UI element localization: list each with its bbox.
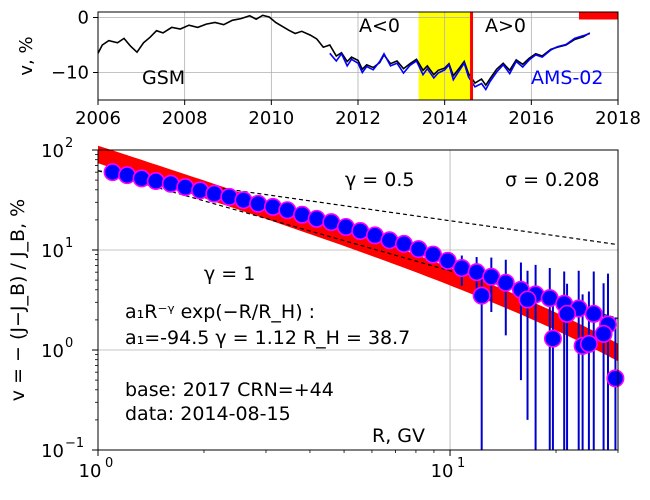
data-point bbox=[496, 273, 515, 292]
data-point bbox=[307, 209, 326, 228]
bottom-y-tick-label: 10 bbox=[41, 241, 64, 262]
data-point bbox=[118, 166, 137, 185]
top-x-tick-label: 2010 bbox=[248, 108, 294, 129]
data-point bbox=[234, 191, 253, 210]
bottom-x-tick-label: 10 bbox=[79, 461, 102, 482]
data-point bbox=[518, 290, 537, 309]
data-point bbox=[594, 324, 613, 343]
base-info: base: 2017 CRN=+44 bbox=[125, 379, 334, 401]
top-axis-ticks: 2006 2008 2010 2012 2014 2016 2018 0 −10 bbox=[51, 8, 641, 130]
data-point bbox=[438, 251, 457, 270]
bottom-panel: 10 0 10 110 −110 010 110 2 γ = 0.5 σ = 0.208 γ … bbox=[7, 136, 625, 482]
ams02-label: AMS-02 bbox=[531, 67, 603, 89]
top-x-tick-label: 2018 bbox=[595, 108, 641, 129]
gsm-series-line bbox=[97, 14, 591, 87]
data-point bbox=[176, 178, 195, 197]
data-point bbox=[351, 221, 370, 240]
bottom-axis-ticks: 10 0 10 110 −110 010 110 2 bbox=[41, 136, 619, 482]
gamma-0.5-label: γ = 0.5 bbox=[345, 169, 414, 191]
data-point bbox=[579, 334, 598, 353]
bottom-y-tick-label: 10 bbox=[41, 341, 64, 362]
bottom-axes-frame bbox=[97, 149, 619, 451]
top-y-tick-label: 0 bbox=[78, 8, 89, 29]
data-point bbox=[606, 369, 625, 388]
bottom-y-tick-label: 10 bbox=[41, 141, 64, 162]
data-point bbox=[558, 304, 577, 323]
data-point bbox=[584, 304, 603, 323]
top-y-tick-label: −10 bbox=[51, 63, 89, 84]
data-point bbox=[161, 174, 180, 193]
data-point bbox=[467, 263, 486, 282]
data-point bbox=[472, 286, 491, 305]
bottom-y-tick-label: 10 bbox=[41, 441, 64, 462]
data-point bbox=[205, 184, 224, 203]
gsm-label: GSM bbox=[142, 67, 185, 89]
bottom-y-tick-exponent: 1 bbox=[65, 236, 73, 251]
data-point bbox=[278, 201, 297, 220]
top-x-tick-label: 2012 bbox=[335, 108, 381, 129]
data-point bbox=[103, 163, 122, 182]
data-point bbox=[249, 194, 268, 213]
data-markers bbox=[103, 163, 625, 388]
top-x-tick-label: 2016 bbox=[508, 108, 554, 129]
data-point bbox=[543, 329, 562, 348]
bottom-y-tick-exponent: 2 bbox=[65, 136, 73, 151]
a-positive-label: A>0 bbox=[485, 15, 526, 37]
bottom-x-tick-exponent: 1 bbox=[457, 456, 465, 471]
data-point bbox=[452, 259, 471, 278]
top-x-tick-label: 2006 bbox=[75, 108, 121, 129]
top-x-tick-label: 2008 bbox=[162, 108, 208, 129]
ams02-series-line bbox=[329, 32, 591, 92]
fit-parameters: a₁=-94.5 γ = 1.12 R_H = 38.7 bbox=[125, 327, 410, 349]
sigma-label: σ = 0.208 bbox=[505, 169, 599, 191]
bottom-y-tick-exponent: −1 bbox=[65, 436, 84, 451]
a-negative-label: A<0 bbox=[359, 15, 400, 37]
data-point bbox=[146, 171, 165, 190]
top-panel: 2006 2008 2010 2012 2014 2016 2018 0 −10 GSM AMS… bbox=[16, 8, 641, 130]
bottom-x-tick-exponent: 0 bbox=[105, 456, 113, 471]
fit-formula: a₁R⁻ᵞ exp(−R/R_H) : bbox=[125, 301, 315, 323]
gamma-1-label: γ = 1 bbox=[204, 263, 255, 285]
bottom-y-axis-label: v = − (J−J_B) / J_B, % bbox=[7, 199, 29, 401]
top-x-tick-label: 2014 bbox=[422, 108, 468, 129]
bottom-y-tick-exponent: 0 bbox=[65, 336, 73, 351]
bottom-x-tick-label: 10 bbox=[431, 461, 454, 482]
top-y-axis-label: v, % bbox=[16, 36, 37, 75]
data-point bbox=[380, 231, 399, 250]
data-date: data: 2014-08-15 bbox=[125, 403, 291, 425]
x-axis-label: R, GV bbox=[372, 425, 425, 447]
